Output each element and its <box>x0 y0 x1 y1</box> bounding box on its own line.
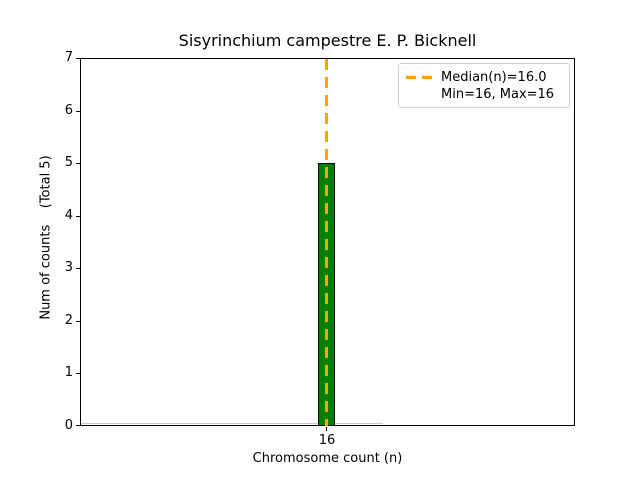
x-tick-label: 16 <box>318 433 336 448</box>
zero-baseline <box>81 423 383 424</box>
y-tick-label: 2 <box>64 313 73 328</box>
chart-title: Sisyrinchium campestre E. P. Bicknell <box>178 31 477 50</box>
legend-box: Median(n)=16.0 Min=16, Max=16 <box>398 63 570 108</box>
x-tick-mark <box>326 427 327 431</box>
y-tick-label: 4 <box>64 208 73 223</box>
y-tick-mark <box>76 321 80 322</box>
y-tick-mark <box>76 425 80 426</box>
legend-entry-median: Median(n)=16.0 <box>399 69 569 86</box>
y-tick-mark <box>76 268 80 269</box>
y-tick-label: 5 <box>64 155 73 170</box>
median-line <box>325 59 328 426</box>
y-tick-mark <box>76 111 80 112</box>
y-tick-label: 6 <box>64 103 73 118</box>
y-tick-mark <box>76 163 80 164</box>
legend-label-minmax: Min=16, Max=16 <box>441 86 555 102</box>
y-axis-label: Num of counts (Total 5) <box>38 155 54 320</box>
y-tick-label: 0 <box>64 418 73 433</box>
legend-label-median: Median(n)=16.0 <box>441 69 547 85</box>
y-tick-mark <box>76 58 80 59</box>
y-tick-label: 3 <box>64 260 73 275</box>
y-tick-mark <box>76 373 80 374</box>
legend-entry-minmax: Min=16, Max=16 <box>399 86 569 103</box>
x-axis-label: Chromosome count (n) <box>252 451 403 466</box>
y-tick-label: 7 <box>64 50 73 65</box>
y-tick-mark <box>76 216 80 217</box>
median-dashed-line-icon <box>406 75 432 80</box>
y-tick-label: 1 <box>64 365 73 380</box>
